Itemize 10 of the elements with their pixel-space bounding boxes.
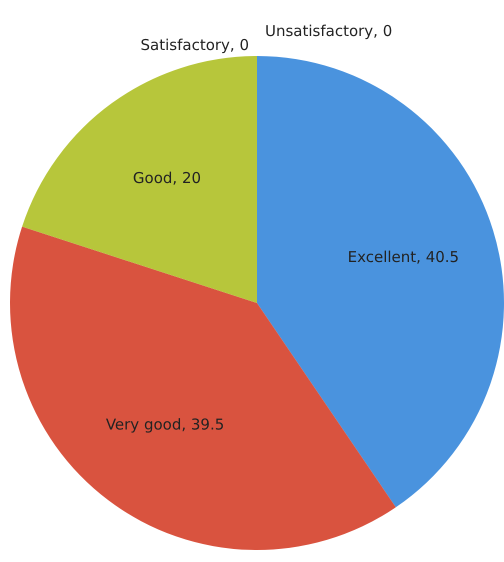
slice-label: Good bbox=[132, 169, 172, 187]
category-label: Satisfactory bbox=[140, 36, 230, 54]
text: , 0 bbox=[230, 36, 250, 54]
text: , 0 bbox=[373, 22, 392, 40]
data-label: , 39.5 bbox=[181, 415, 224, 434]
data-label: , 20 bbox=[172, 169, 202, 187]
category-label: Unsatisfactory bbox=[265, 22, 374, 40]
data-label: , 40.5 bbox=[416, 248, 460, 266]
slice-label: Very good bbox=[106, 415, 182, 434]
slice-label: Excellent bbox=[348, 248, 416, 266]
